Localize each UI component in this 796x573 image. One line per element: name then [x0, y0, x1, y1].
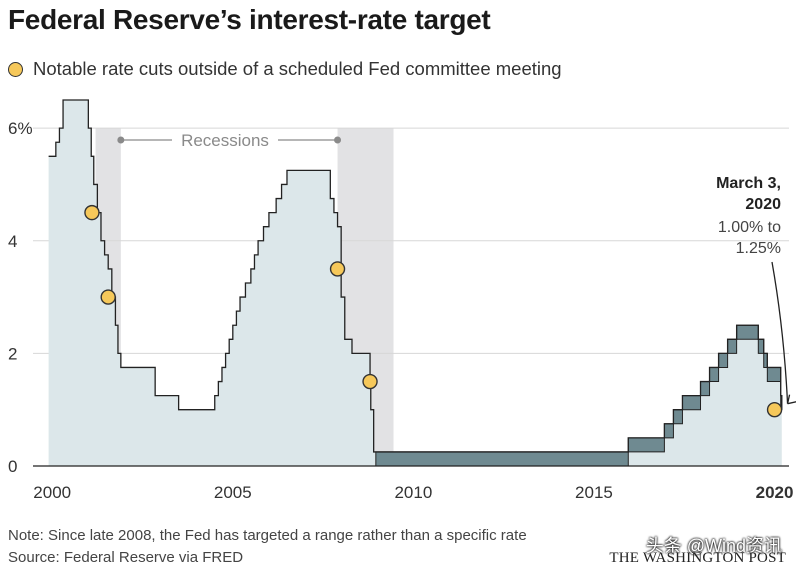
recession-marker-2: [334, 136, 342, 144]
annotation-change-1: 1.00% to: [718, 219, 781, 236]
emergency-cut-dot-5: [766, 401, 783, 418]
emergency-cut-dot-3: [329, 261, 346, 277]
rate-line: [48, 99, 783, 453]
rate-chart: 0 2 4 6% 2000 2005 2010 2015 2020 Recessions March…: [8, 99, 796, 502]
annotation-date: March 3,: [716, 175, 781, 192]
footnote: Note: Since late 2008, the Fed has targe…: [8, 527, 527, 544]
legend: Notable rate cuts outside of a scheduled…: [8, 58, 562, 80]
recession-marker-1: [117, 136, 125, 144]
x-tick-label-2015: 2015: [575, 483, 613, 502]
annotation-year: 2020: [745, 196, 781, 213]
x-tick-label-2010: 2010: [394, 483, 432, 502]
emergency-cut-dot-1: [84, 204, 100, 221]
emergency-cut-dot-2: [100, 289, 116, 305]
y-tick-label-2: 2: [8, 344, 17, 363]
chart-title: Federal Reserve’s interest-rate target: [8, 4, 491, 35]
emergency-cut-dot-4: [362, 373, 378, 390]
annotation-arrowhead: [786, 394, 796, 405]
watermark: 头条 @Wind资讯: [645, 536, 782, 556]
source-line: Source: Federal Reserve via FRED: [8, 549, 244, 566]
legend-label: Notable rate cuts outside of a scheduled…: [33, 58, 562, 79]
annotation-arrow: [771, 261, 789, 404]
x-tick-label-2005: 2005: [214, 483, 252, 502]
rate-area: [48, 100, 782, 466]
y-tick-label-0: 0: [8, 457, 17, 476]
brand-logo: THE WASHINGTON POST: [609, 550, 786, 566]
annotation-change-2: 1.25%: [736, 240, 781, 257]
legend-dot-icon: [8, 61, 23, 77]
x-tick-label-2020: 2020: [756, 483, 794, 502]
recessions-label: Recessions: [181, 131, 269, 150]
y-tick-label-6: 6%: [8, 119, 33, 138]
y-tick-label-4: 4: [8, 232, 17, 251]
x-tick-label-2000: 2000: [33, 483, 71, 502]
